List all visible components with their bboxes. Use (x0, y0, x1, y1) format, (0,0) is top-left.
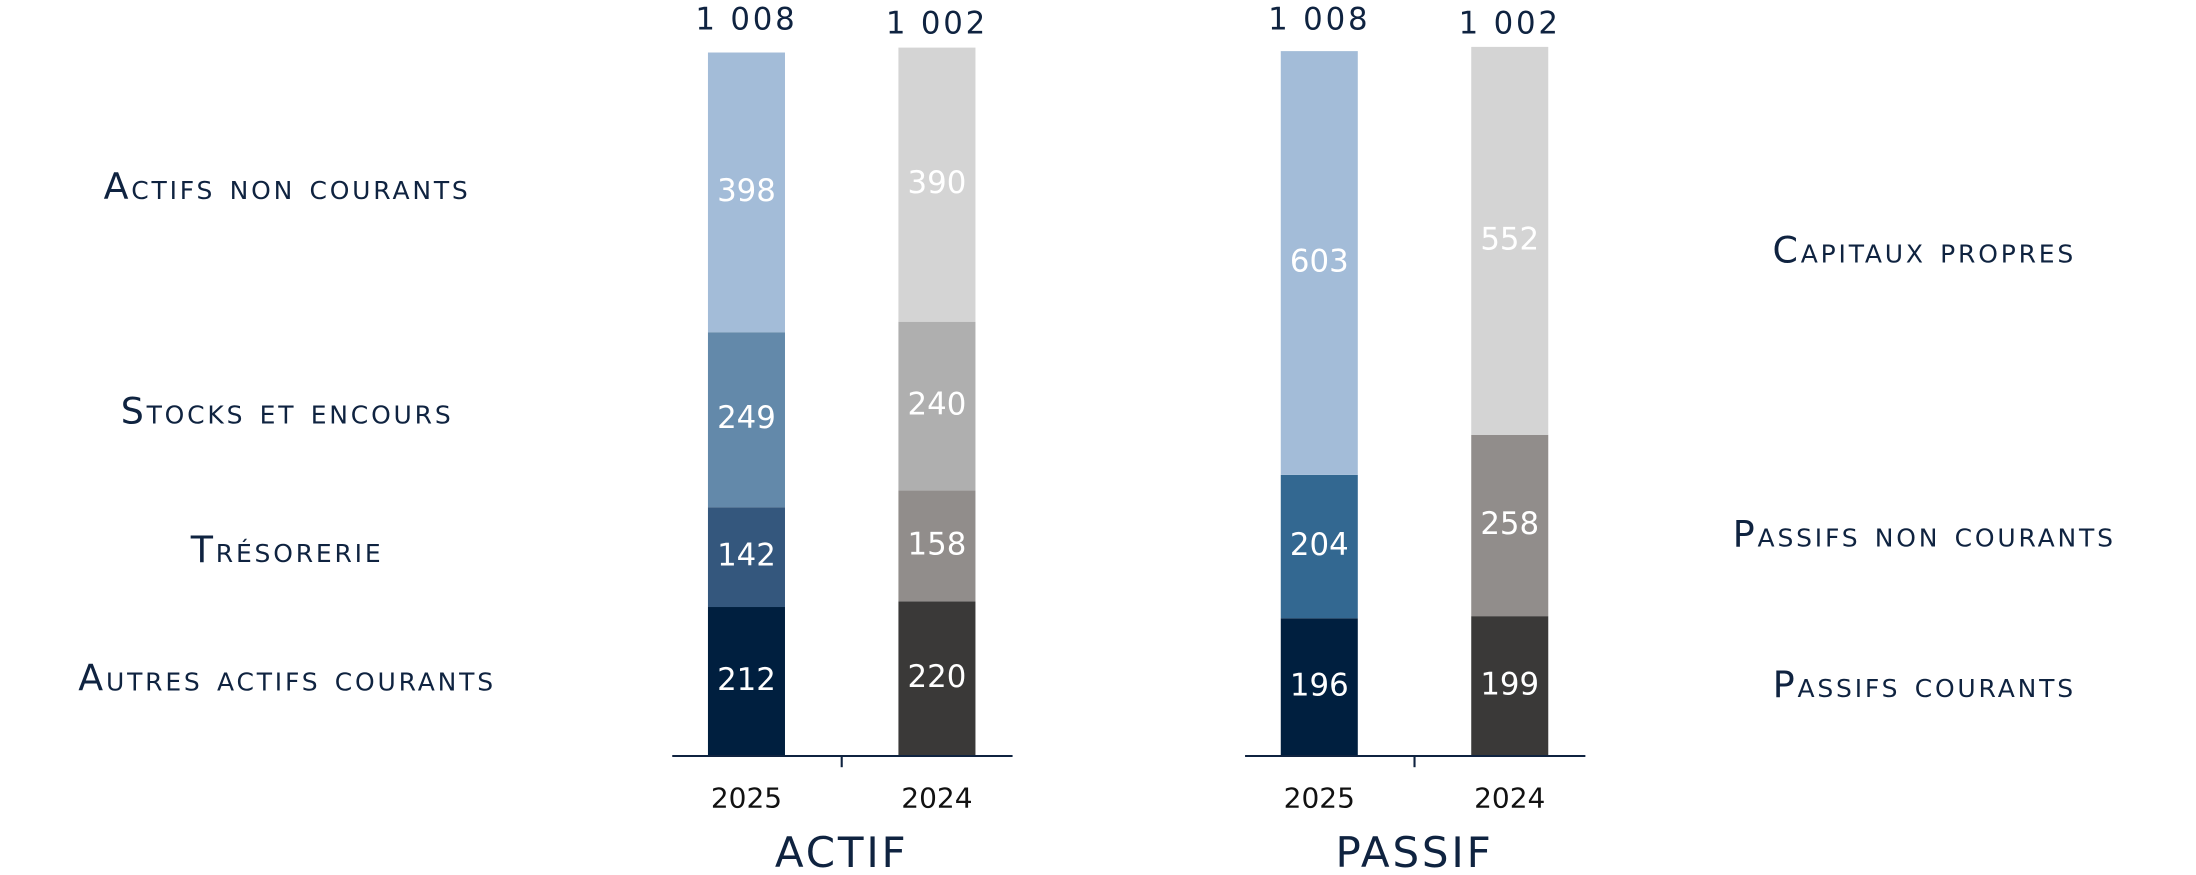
bar-segment (898, 601, 976, 756)
bar-segment (1280, 618, 1358, 756)
series-label: Capitaux propres (1773, 228, 2076, 271)
bar-segment (707, 607, 785, 756)
chart-title: PASSIF (1335, 828, 1493, 875)
series-label: Passifs non courants (1733, 513, 2116, 556)
bar-segment (707, 507, 785, 608)
series-label: Stocks et encours (121, 389, 454, 432)
value-label: 552 (1480, 221, 1539, 257)
bar-segment (707, 52, 785, 333)
value-label: 212 (717, 662, 776, 698)
total-label: 1 008 (695, 2, 797, 38)
series-label: Trésorerie (190, 528, 384, 571)
series-label: Passifs courants (1773, 663, 2076, 706)
x-tick-label: 2025 (1284, 781, 1355, 814)
value-label: 240 (908, 387, 967, 423)
bar-segment (898, 47, 976, 322)
x-tick-label: 2024 (901, 781, 972, 814)
value-label: 199 (1480, 667, 1539, 703)
total-label: 1 008 (1268, 2, 1370, 38)
series-label: Autres actifs courants (78, 657, 496, 700)
value-label: 249 (717, 400, 776, 436)
total-label: 1 002 (886, 6, 988, 42)
bar-segment (1280, 474, 1358, 619)
value-label: 398 (717, 173, 776, 209)
value-label: 390 (908, 165, 967, 201)
value-label: 603 (1290, 244, 1349, 280)
bar-segment (898, 490, 976, 602)
bar-segment (898, 321, 976, 491)
x-tick-label: 2024 (1474, 781, 1545, 814)
value-label: 204 (1290, 527, 1349, 563)
value-label: 220 (908, 659, 967, 695)
bar-segment (1280, 51, 1358, 475)
bar-segment (1471, 616, 1549, 756)
value-label: 196 (1290, 668, 1349, 704)
bar-segment (1471, 46, 1549, 435)
x-tick-label: 2025 (711, 781, 782, 814)
total-label: 1 002 (1459, 6, 1561, 42)
value-label: 258 (1480, 506, 1539, 542)
chart-title: ACTIF (775, 828, 909, 875)
bar-segment (1471, 434, 1549, 617)
series-label: Actifs non courants (104, 165, 471, 208)
bar-segment (707, 332, 785, 508)
value-label: 142 (717, 538, 776, 574)
value-label: 158 (908, 526, 967, 562)
